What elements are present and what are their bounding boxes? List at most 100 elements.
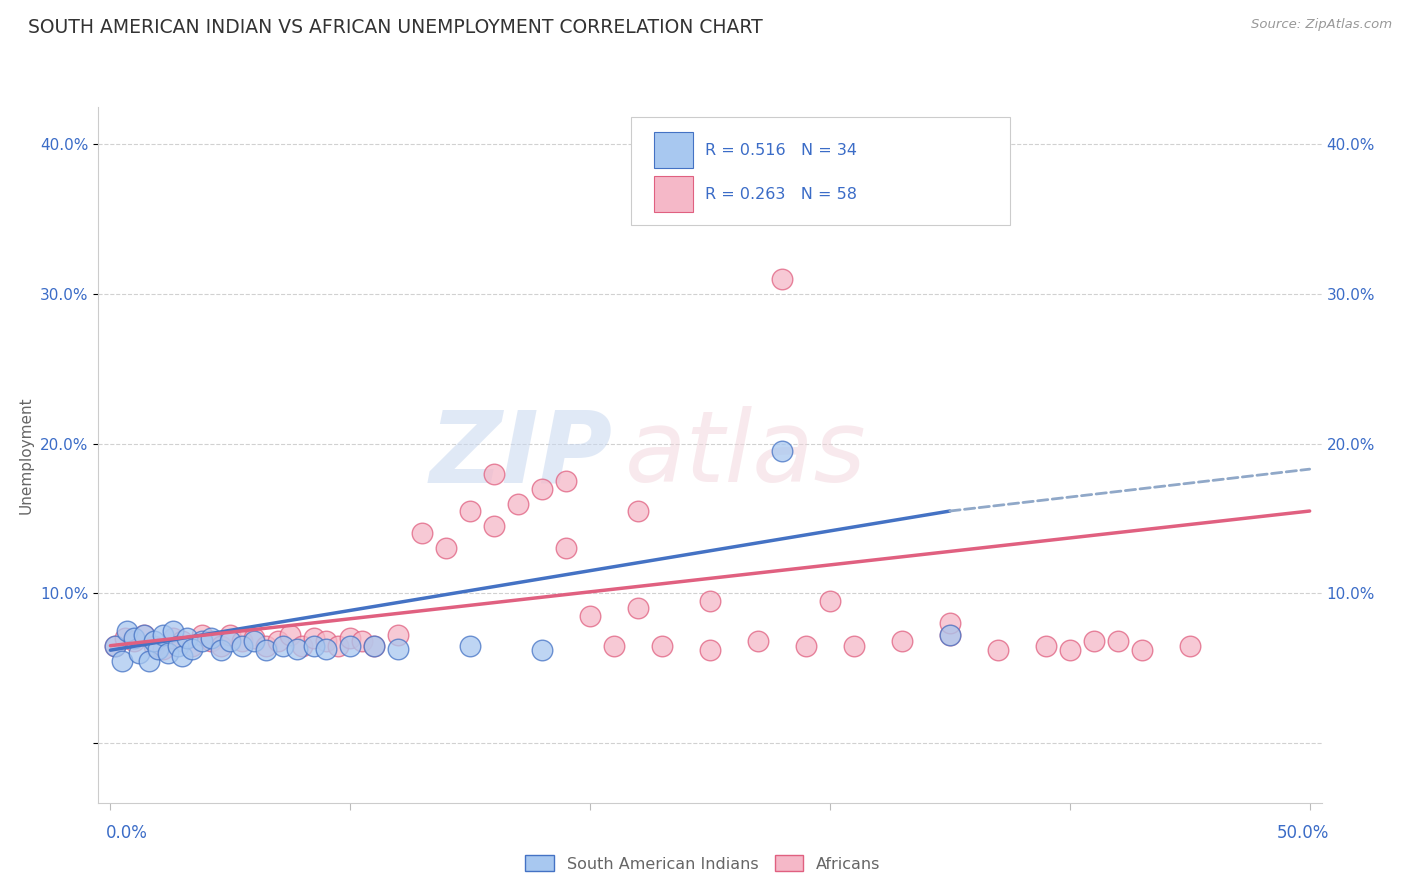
Point bbox=[339, 631, 361, 645]
Point bbox=[651, 639, 673, 653]
Point bbox=[794, 639, 817, 653]
Point bbox=[132, 628, 155, 642]
Point bbox=[148, 641, 170, 656]
Point bbox=[128, 646, 150, 660]
Point bbox=[111, 654, 134, 668]
Point bbox=[176, 631, 198, 645]
Point bbox=[387, 641, 409, 656]
Text: SOUTH AMERICAN INDIAN VS AFRICAN UNEMPLOYMENT CORRELATION CHART: SOUTH AMERICAN INDIAN VS AFRICAN UNEMPLO… bbox=[28, 18, 763, 37]
Point bbox=[304, 639, 326, 653]
Point bbox=[315, 634, 337, 648]
Point bbox=[699, 594, 721, 608]
Point bbox=[1083, 634, 1105, 648]
Point bbox=[152, 641, 174, 656]
Point bbox=[939, 628, 962, 642]
Point bbox=[209, 639, 232, 653]
FancyBboxPatch shape bbox=[630, 118, 1010, 226]
Point bbox=[1107, 634, 1129, 648]
Point bbox=[579, 608, 602, 623]
Y-axis label: Unemployment: Unemployment bbox=[18, 396, 34, 514]
Text: Source: ZipAtlas.com: Source: ZipAtlas.com bbox=[1251, 18, 1392, 31]
FancyBboxPatch shape bbox=[654, 176, 693, 212]
Point bbox=[243, 631, 266, 645]
Point bbox=[531, 643, 554, 657]
Point bbox=[142, 639, 165, 653]
Point bbox=[818, 594, 841, 608]
Point bbox=[254, 639, 277, 653]
Point bbox=[890, 634, 912, 648]
Point bbox=[482, 467, 505, 481]
Point bbox=[243, 634, 266, 648]
Text: atlas: atlas bbox=[624, 407, 866, 503]
Point bbox=[770, 444, 793, 458]
Point bbox=[142, 634, 165, 648]
Point bbox=[1059, 643, 1081, 657]
Point bbox=[627, 601, 650, 615]
Point bbox=[166, 639, 188, 653]
Legend: South American Indians, Africans: South American Indians, Africans bbox=[517, 847, 889, 880]
Point bbox=[603, 639, 626, 653]
Point bbox=[219, 628, 242, 642]
Point bbox=[104, 639, 127, 653]
Point bbox=[723, 182, 745, 196]
Point bbox=[555, 474, 578, 488]
Text: 50.0%: 50.0% bbox=[1277, 824, 1329, 842]
Point bbox=[291, 639, 314, 653]
Point bbox=[1130, 643, 1153, 657]
Point bbox=[1178, 639, 1201, 653]
Point bbox=[770, 272, 793, 286]
Point bbox=[124, 634, 146, 648]
Point bbox=[328, 639, 350, 653]
Point bbox=[231, 639, 253, 653]
Point bbox=[987, 643, 1010, 657]
Point bbox=[842, 639, 865, 653]
Point bbox=[231, 634, 253, 648]
Text: R = 0.263   N = 58: R = 0.263 N = 58 bbox=[706, 186, 858, 202]
Point bbox=[315, 641, 337, 656]
Point bbox=[387, 628, 409, 642]
Point bbox=[172, 634, 194, 648]
Point bbox=[200, 634, 222, 648]
Point bbox=[156, 646, 179, 660]
Point bbox=[271, 639, 294, 653]
Point bbox=[152, 628, 174, 642]
Point bbox=[482, 519, 505, 533]
Point bbox=[104, 639, 127, 653]
FancyBboxPatch shape bbox=[654, 132, 693, 169]
Point bbox=[172, 649, 194, 664]
Point bbox=[363, 639, 385, 653]
Point bbox=[699, 643, 721, 657]
Point bbox=[115, 624, 138, 638]
Point bbox=[181, 639, 204, 653]
Point bbox=[1035, 639, 1057, 653]
Point bbox=[531, 482, 554, 496]
Text: R = 0.516   N = 34: R = 0.516 N = 34 bbox=[706, 143, 858, 158]
Point bbox=[162, 631, 184, 645]
Point bbox=[363, 639, 385, 653]
Point bbox=[190, 634, 212, 648]
Point bbox=[181, 641, 204, 656]
Point bbox=[352, 634, 374, 648]
Point bbox=[124, 631, 146, 645]
Point bbox=[209, 643, 232, 657]
Point bbox=[939, 616, 962, 631]
Point bbox=[254, 643, 277, 657]
Point bbox=[219, 634, 242, 648]
Point bbox=[339, 639, 361, 653]
Point bbox=[200, 631, 222, 645]
Point bbox=[278, 628, 301, 642]
Point bbox=[304, 631, 326, 645]
Point bbox=[458, 504, 481, 518]
Point bbox=[508, 497, 530, 511]
Point bbox=[138, 654, 160, 668]
Point bbox=[132, 628, 155, 642]
Point bbox=[434, 541, 457, 556]
Point bbox=[627, 504, 650, 518]
Point bbox=[555, 541, 578, 556]
Point bbox=[287, 641, 309, 656]
Point bbox=[747, 634, 769, 648]
Point bbox=[190, 628, 212, 642]
Text: 0.0%: 0.0% bbox=[105, 824, 148, 842]
Point bbox=[939, 628, 962, 642]
Point bbox=[411, 526, 433, 541]
